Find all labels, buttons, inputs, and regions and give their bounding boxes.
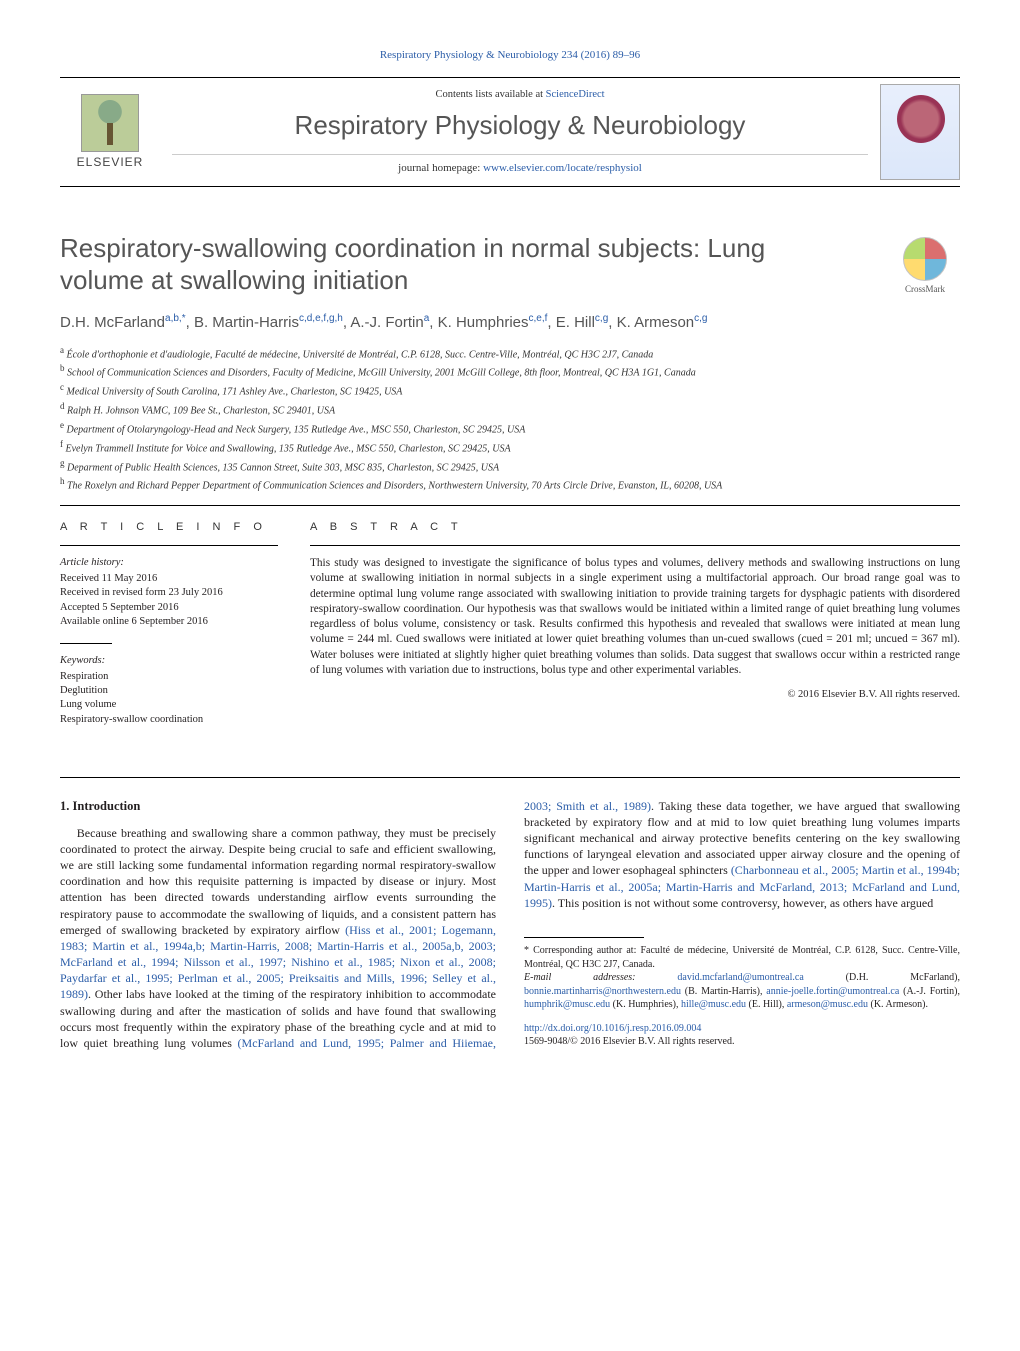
- running-header: Respiratory Physiology & Neurobiology 23…: [60, 48, 960, 63]
- info-abstract-row: A R T I C L E I N F O Article history: R…: [60, 520, 960, 741]
- affiliation-item: g Deparment of Public Health Sciences, 1…: [60, 457, 960, 475]
- divider: [60, 777, 960, 778]
- affiliation-item: h The Roxelyn and Richard Pepper Departm…: [60, 475, 960, 493]
- affiliation-item: e Department of Otolaryngology-Head and …: [60, 419, 960, 437]
- article-info-column: A R T I C L E I N F O Article history: R…: [60, 520, 278, 741]
- divider: [310, 545, 960, 546]
- divider: [60, 545, 278, 546]
- article-info-header: A R T I C L E I N F O: [60, 520, 278, 535]
- abstract-header: A B S T R A C T: [310, 520, 960, 535]
- keywords-block: Keywords: RespirationDeglutitionLung vol…: [60, 654, 278, 727]
- homepage-prefix: journal homepage:: [398, 162, 483, 174]
- crossmark-icon: [903, 237, 947, 281]
- intro-text-1: Because breathing and swallowing share a…: [60, 826, 496, 937]
- publisher-logo-block: ELSEVIER: [60, 94, 160, 170]
- body-columns: 1. Introduction Because breathing and sw…: [60, 798, 960, 1052]
- affiliation-item: c Medical University of South Carolina, …: [60, 381, 960, 399]
- masthead: ELSEVIER Contents lists available at Sci…: [60, 77, 960, 187]
- crossmark-label: CrossMark: [905, 284, 945, 294]
- elsevier-tree-icon: [81, 94, 139, 152]
- email-link[interactable]: david.mcfarland@umontreal.ca: [677, 972, 803, 983]
- masthead-center: Contents lists available at ScienceDirec…: [172, 88, 868, 175]
- affiliation-item: f Evelyn Trammell Institute for Voice an…: [60, 438, 960, 456]
- divider: [60, 505, 960, 506]
- history-item: Received 11 May 2016: [60, 572, 278, 586]
- intro-text-2c: . This position is not without some cont…: [552, 896, 933, 910]
- publisher-name: ELSEVIER: [77, 154, 144, 170]
- journal-name: Respiratory Physiology & Neurobiology: [172, 108, 868, 143]
- author-list: D.H. McFarlanda,b,*, B. Martin-Harrisc,d…: [60, 312, 960, 333]
- journal-cover-thumbnail: [880, 84, 960, 180]
- history-item: Available online 6 September 2016: [60, 615, 278, 629]
- journal-homepage-line: journal homepage: www.elsevier.com/locat…: [172, 154, 868, 176]
- keyword-item: Respiration: [60, 670, 278, 684]
- section-heading-introduction: 1. Introduction: [60, 798, 496, 815]
- keyword-item: Respiratory-swallow coordination: [60, 713, 278, 727]
- footnotes: * Corresponding author at: Faculté de mé…: [524, 937, 960, 1049]
- abstract-column: A B S T R A C T This study was designed …: [310, 520, 960, 741]
- email-link[interactable]: humphrik@musc.edu: [524, 999, 610, 1010]
- email-addresses: E-mail addresses: david.mcfarland@umontr…: [524, 971, 960, 1012]
- history-item: Accepted 5 September 2016: [60, 601, 278, 615]
- issn-copyright: 1569-9048/© 2016 Elsevier B.V. All right…: [524, 1036, 734, 1047]
- affiliation-item: d Ralph H. Johnson VAMC, 109 Bee St., Ch…: [60, 400, 960, 418]
- sciencedirect-link[interactable]: ScienceDirect: [546, 89, 605, 100]
- email-link[interactable]: hille@musc.edu: [681, 999, 746, 1010]
- doi-block: http://dx.doi.org/10.1016/j.resp.2016.09…: [524, 1022, 960, 1049]
- keyword-item: Lung volume: [60, 698, 278, 712]
- affiliation-item: b School of Communication Sciences and D…: [60, 362, 960, 380]
- page: Respiratory Physiology & Neurobiology 23…: [0, 0, 1020, 1091]
- history-label: Article history:: [60, 556, 278, 570]
- contents-available-line: Contents lists available at ScienceDirec…: [172, 88, 868, 102]
- email-link[interactable]: bonnie.martinharris@northwestern.edu: [524, 986, 681, 997]
- contents-prefix: Contents lists available at: [435, 89, 545, 100]
- email-link[interactable]: annie-joelle.fortin@umontreal.ca: [766, 986, 899, 997]
- emails-label: E-mail addresses:: [524, 972, 677, 983]
- article-title: Respiratory-swallowing coordination in n…: [60, 233, 850, 296]
- divider: [60, 643, 112, 644]
- title-block: CrossMark Respiratory-swallowing coordin…: [60, 233, 960, 493]
- corresponding-author-note: * Corresponding author at: Faculté de mé…: [524, 944, 960, 971]
- doi-link[interactable]: http://dx.doi.org/10.1016/j.resp.2016.09…: [524, 1023, 701, 1034]
- affiliation-item: a École d'orthophonie et d'audiologie, F…: [60, 344, 960, 362]
- crossmark-badge[interactable]: CrossMark: [890, 237, 960, 295]
- affiliation-list: a École d'orthophonie et d'audiologie, F…: [60, 344, 960, 494]
- email-link[interactable]: armeson@musc.edu: [787, 999, 868, 1010]
- keywords-label: Keywords:: [60, 654, 278, 668]
- journal-homepage-link[interactable]: www.elsevier.com/locate/resphysiol: [483, 162, 642, 174]
- history-item: Received in revised form 23 July 2016: [60, 586, 278, 600]
- abstract-text: This study was designed to investigate t…: [310, 556, 960, 678]
- keyword-item: Deglutition: [60, 684, 278, 698]
- article-history: Article history: Received 11 May 2016Rec…: [60, 556, 278, 629]
- abstract-copyright: © 2016 Elsevier B.V. All rights reserved…: [310, 688, 960, 702]
